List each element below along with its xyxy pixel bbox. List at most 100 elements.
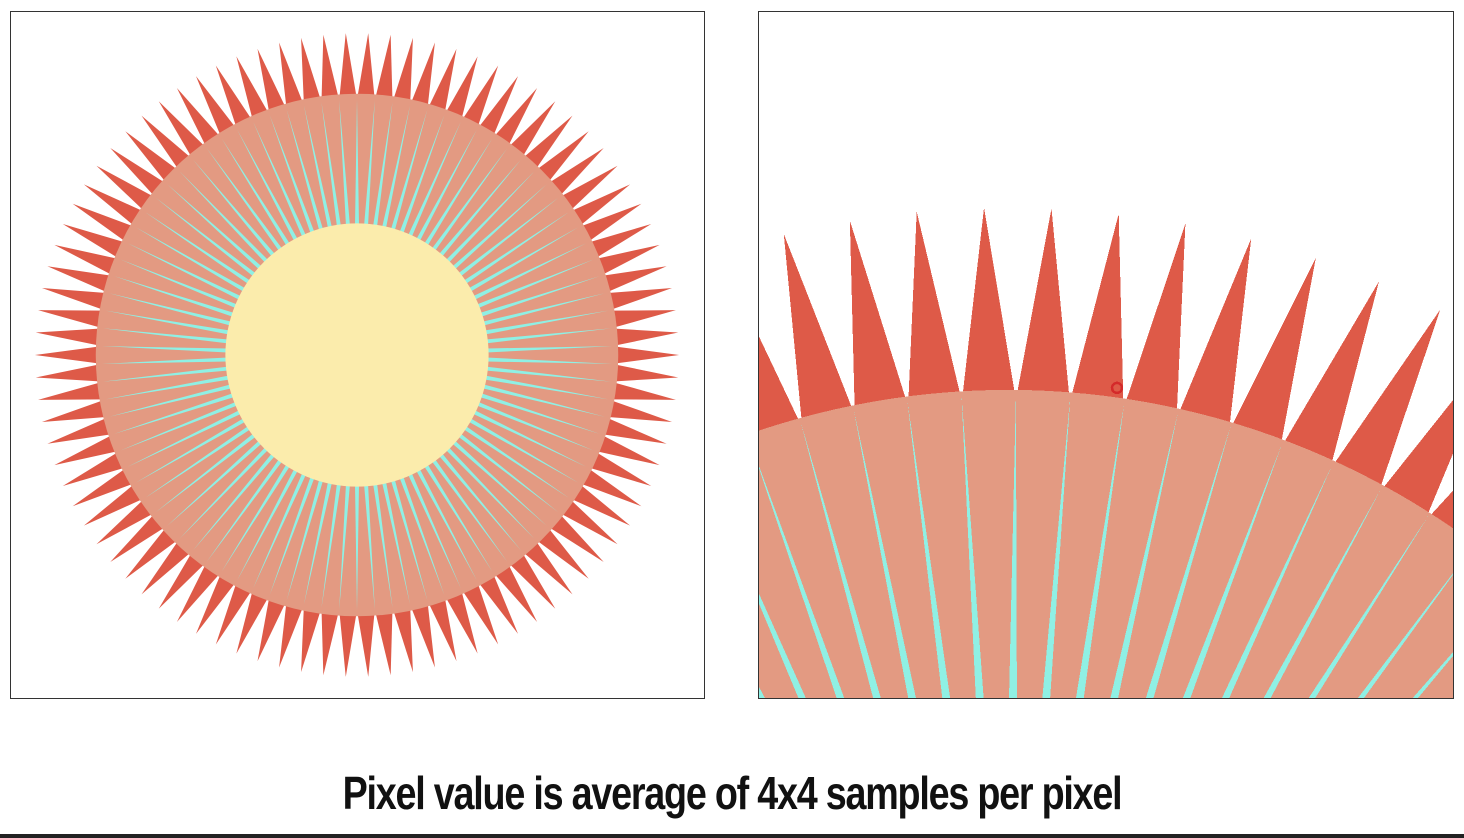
inner-spike [390, 479, 428, 601]
outer-spike [357, 609, 375, 677]
inner-spike [472, 410, 587, 467]
inner-spike [479, 276, 600, 317]
inner-spike [105, 310, 230, 335]
inner-spike [286, 479, 324, 601]
outer-spike [279, 600, 304, 668]
outer-spike [586, 224, 652, 260]
inner-spike [416, 468, 477, 581]
outer-spike [578, 203, 642, 244]
outer-spike [339, 33, 358, 101]
outer-spike [141, 115, 193, 172]
inner-spike [484, 375, 609, 400]
outer-spike [392, 604, 413, 673]
outer-spike [110, 512, 168, 563]
inner-spike [221, 138, 291, 247]
outer-spike-zoomed [1228, 257, 1316, 450]
outer-spike-zoomed [1123, 223, 1186, 419]
outer-spike [47, 266, 115, 294]
outer-spike-zoomed [783, 233, 855, 428]
inner-spike [179, 446, 269, 539]
inner-spike-zoomed [759, 686, 765, 698]
outer-spike [35, 363, 104, 382]
inner-spike [381, 105, 411, 229]
outer-spike [176, 561, 222, 623]
outer-spike [62, 224, 128, 260]
outer-spike [608, 310, 676, 329]
inner-spike [145, 425, 251, 498]
outer-spike [476, 571, 519, 634]
inner-spike [407, 472, 461, 589]
inner-spike-zoomed [1075, 402, 1125, 698]
inner-spike [120, 401, 238, 451]
inner-spike [355, 99, 359, 226]
outer-spike [410, 600, 435, 668]
outer-spike [96, 497, 156, 545]
yellow-core [225, 223, 489, 487]
inner-spike [445, 446, 535, 539]
outer-spike [83, 482, 146, 526]
inner-spike [468, 418, 579, 483]
outer-spike [427, 594, 457, 662]
outer-spike [257, 48, 287, 116]
inner-spike [431, 148, 508, 252]
outer-spike [534, 131, 589, 185]
inner-spike [364, 484, 375, 610]
inner-spike [179, 171, 269, 264]
inner-spike [457, 197, 559, 277]
outer-spike-zoomed [1329, 309, 1441, 495]
inner-spike-zoomed [1221, 464, 1333, 698]
inner-spike [105, 375, 230, 400]
inner-spike [399, 476, 445, 595]
inner-spike [364, 100, 375, 226]
inner-spike [438, 159, 522, 257]
inner-spike [321, 483, 341, 608]
outer-spike [604, 399, 673, 422]
outer-spike [41, 288, 110, 311]
outer-spike [54, 244, 121, 277]
outer-spike [460, 580, 499, 645]
outer-spike [599, 416, 667, 444]
outer-spike [546, 512, 604, 563]
inner-spike [457, 433, 559, 513]
outer-spike [492, 87, 538, 149]
inner-spike [101, 357, 228, 364]
outer-spike [125, 525, 180, 579]
outer-spike-zoomed [1176, 238, 1252, 432]
outer-spike [301, 604, 322, 673]
outer-spike [558, 497, 618, 545]
inner-spike [237, 468, 298, 581]
inner-spike [468, 227, 579, 292]
inner-spike [463, 425, 569, 498]
inner-spike [472, 243, 587, 300]
inner-spike [381, 481, 411, 605]
inner-spike [451, 440, 547, 526]
inner-spike [114, 393, 235, 434]
inner-spike [135, 227, 246, 292]
inner-spike [482, 293, 605, 326]
inner-spike [321, 102, 341, 227]
outer-spike [47, 416, 115, 444]
inner-spike [390, 109, 428, 231]
outer-spike [612, 346, 680, 364]
outer-spike [195, 76, 238, 139]
outer-spike [35, 328, 104, 347]
outer-spike [301, 37, 322, 106]
inner-spike [373, 483, 393, 608]
outer-spike [568, 482, 631, 526]
outer-spike [38, 310, 106, 329]
outer-spike [72, 466, 136, 507]
inner-spike [339, 100, 350, 226]
outer-spike [72, 203, 136, 244]
outer-spike [593, 244, 660, 277]
outer-spike [158, 550, 207, 609]
outer-spike [546, 147, 604, 198]
inner-spike [339, 484, 350, 610]
inner-spike [407, 121, 461, 238]
outer-spike [476, 76, 519, 139]
inner-spike [476, 259, 594, 309]
inner-spike [355, 484, 359, 611]
outer-spike [507, 101, 556, 160]
inner-spike [206, 458, 283, 562]
inner-spike [485, 328, 611, 344]
outer-spike [158, 101, 207, 160]
